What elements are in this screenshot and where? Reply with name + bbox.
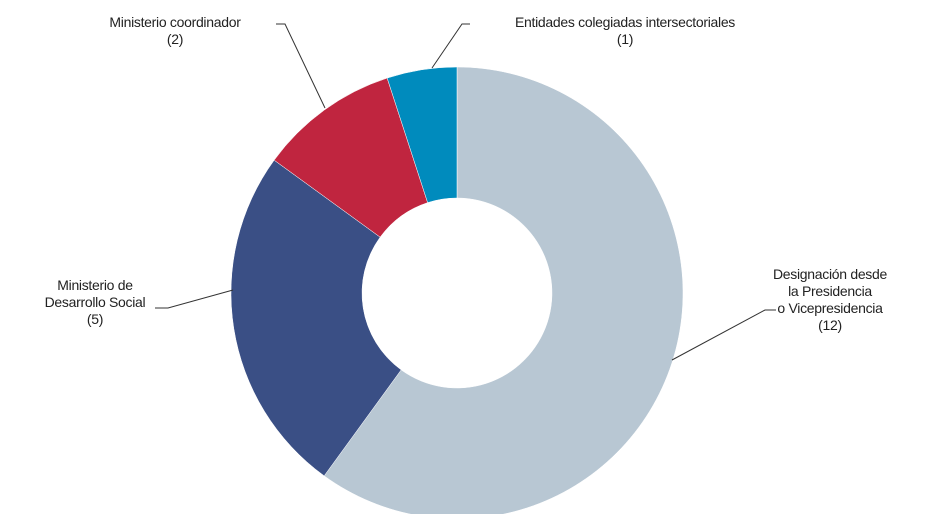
leader-lines xyxy=(155,23,776,361)
label: Designación desde la Presidencia o Vicep… xyxy=(760,266,900,334)
category-label: Ministerio coordinador xyxy=(109,14,241,30)
segment xyxy=(386,66,458,203)
segments xyxy=(230,66,684,514)
label: Entidades colegiadas intersectoriales (1… xyxy=(470,14,780,48)
leader-line xyxy=(671,309,776,361)
segment xyxy=(323,66,684,514)
leader-line xyxy=(431,23,470,69)
category-label: Entidades colegiadas intersectoriales xyxy=(514,14,736,30)
category-label: Designación desde la Presidencia o Vicep… xyxy=(773,266,887,316)
value-label: (1) xyxy=(616,31,634,47)
leader-line xyxy=(155,289,234,309)
value-label: (2) xyxy=(166,31,184,47)
label: Ministerio de Desarrollo Social (5) xyxy=(20,277,170,328)
value-label: (5) xyxy=(86,311,104,327)
leader-line xyxy=(276,23,326,109)
label: Ministerio coordinador (2) xyxy=(70,14,280,48)
segment xyxy=(230,159,402,477)
category-label: Ministerio de Desarrollo Social xyxy=(44,277,146,310)
value-label: (12) xyxy=(818,317,842,333)
